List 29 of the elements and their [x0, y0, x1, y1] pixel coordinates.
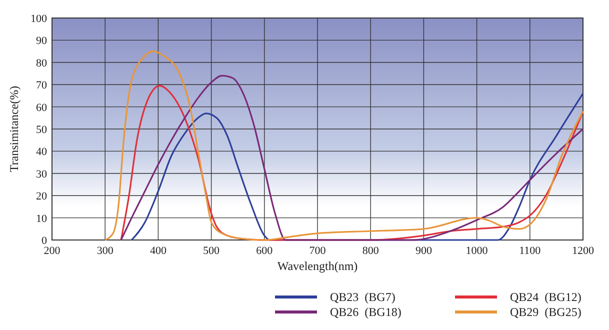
- line-series: [104, 50, 584, 241]
- y-tick-label: 90: [36, 35, 48, 48]
- x-tick-label: 400: [150, 245, 167, 257]
- legend-label: QB26 (BG18): [330, 305, 402, 319]
- x-tick-label: 600: [256, 245, 274, 257]
- y-tick-label: 50: [36, 124, 48, 136]
- x-tick-label: 200: [44, 245, 61, 257]
- x-tick-label: 1100: [519, 245, 542, 257]
- y-tick-label: 40: [36, 146, 48, 158]
- y-tick-label: 70: [36, 80, 48, 92]
- x-tick-label: 1200: [572, 245, 594, 257]
- y-tick-label: 80: [36, 57, 48, 70]
- x-tick-label: 900: [415, 245, 432, 257]
- legend-label: QB24 (BG12): [510, 290, 582, 304]
- y-tick-label: 0: [42, 235, 48, 247]
- y-tick-label: 10: [36, 212, 48, 225]
- x-axis-title: Wavelength(nm): [277, 259, 358, 273]
- x-tick-label: 500: [203, 245, 220, 257]
- y-tick-label: 100: [30, 13, 48, 25]
- y-axis-title: Transimitance(%): [7, 86, 21, 172]
- legend-label: QB23 (BG7): [330, 290, 396, 304]
- x-tick-label: 1000: [466, 245, 488, 257]
- y-tick-label: 20: [36, 190, 48, 203]
- x-tick-label: 800: [362, 245, 380, 257]
- x-tick-label: 300: [96, 245, 114, 257]
- x-tick-label: 700: [309, 245, 326, 257]
- y-tick-label: 60: [36, 102, 48, 114]
- legend-label: QB29 (BG25): [510, 305, 582, 319]
- y-tick-label: 30: [36, 168, 48, 180]
